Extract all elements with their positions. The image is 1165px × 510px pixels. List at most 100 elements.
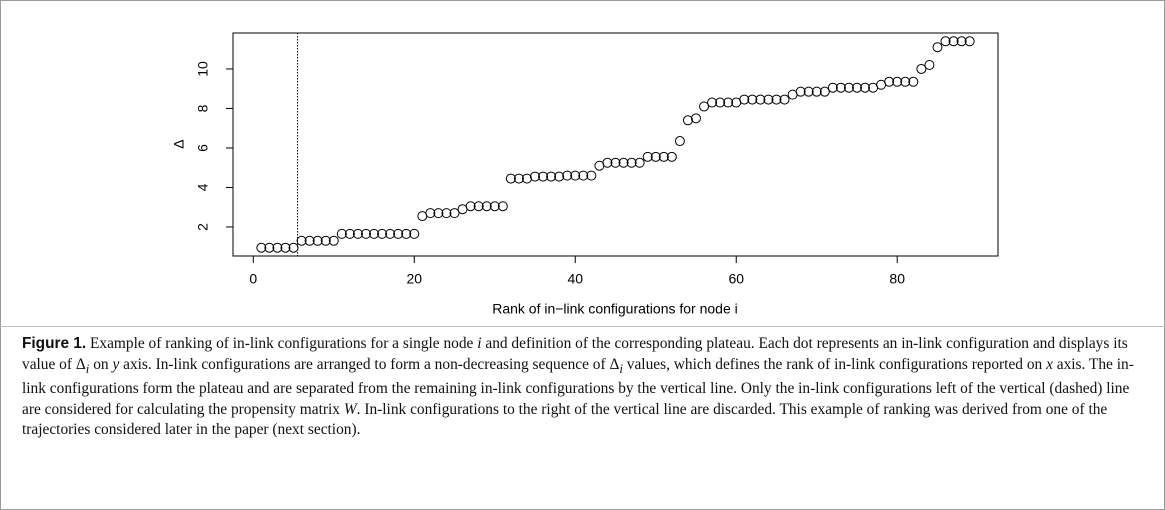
point — [699, 101, 710, 112]
x-axis-label: Rank of in−link configurations for node … — [492, 301, 738, 317]
point — [964, 36, 975, 47]
point — [513, 173, 524, 184]
point — [465, 201, 476, 212]
point — [940, 36, 951, 47]
point — [570, 170, 581, 181]
caption-symbol: Δ — [75, 355, 86, 373]
point — [393, 228, 404, 239]
caption-text: . In-link configurations to the right of… — [22, 400, 1108, 439]
y-tick-label: 10 — [195, 61, 211, 77]
point — [441, 208, 452, 219]
point — [795, 86, 806, 97]
chart: Rank of in−link configurations for node … — [171, 32, 999, 317]
x-tick-label: 60 — [728, 271, 744, 287]
caption-subscript: i — [85, 361, 90, 376]
point — [682, 115, 693, 126]
y-tick-label: 2 — [195, 223, 211, 231]
x-tick-label: 20 — [406, 271, 422, 287]
caption-text: and definition of the corresponding plat… — [22, 335, 1128, 373]
point — [489, 201, 500, 212]
point — [336, 228, 347, 239]
point — [554, 171, 565, 182]
point — [385, 228, 396, 239]
point — [771, 94, 782, 105]
caption-italic: x — [1046, 355, 1053, 373]
point — [481, 201, 492, 212]
point — [892, 76, 903, 87]
point — [618, 157, 629, 168]
point — [674, 136, 685, 147]
point — [932, 42, 943, 53]
point — [763, 94, 774, 105]
point — [715, 97, 726, 108]
caption-text: axis. The in-link configurations form th… — [22, 355, 1134, 418]
point — [779, 94, 790, 105]
point — [819, 86, 830, 97]
caption-label: Figure 1. — [22, 335, 87, 352]
point — [642, 151, 653, 162]
point — [521, 173, 532, 184]
point — [843, 82, 854, 93]
point — [562, 170, 573, 181]
point — [578, 170, 589, 181]
point — [256, 242, 267, 253]
point — [312, 235, 323, 246]
caption-text: values, which defines the rank of in-lin… — [622, 355, 1047, 373]
y-tick-label: 6 — [195, 144, 211, 152]
caption-italic: i — [477, 335, 482, 352]
caption-text: Example of ranking of in-link configurat… — [90, 335, 478, 352]
point — [360, 228, 371, 239]
point — [610, 157, 621, 168]
point — [739, 94, 750, 105]
point — [908, 76, 919, 87]
point — [924, 59, 935, 70]
point — [352, 228, 363, 239]
x-tick-label: 0 — [249, 271, 257, 287]
point — [707, 97, 718, 108]
point — [666, 151, 677, 162]
point — [956, 36, 967, 47]
caption-subscript: i — [619, 361, 623, 376]
point — [900, 76, 911, 87]
y-axis-label: Δ — [171, 139, 187, 148]
point — [650, 151, 661, 162]
point — [803, 86, 814, 97]
point — [497, 201, 508, 212]
point — [433, 208, 444, 219]
point — [320, 235, 331, 246]
point — [401, 228, 412, 239]
point — [328, 235, 339, 246]
caption-italic: W — [343, 400, 357, 418]
point — [634, 157, 645, 168]
y-tick-label: 4 — [195, 183, 211, 191]
point — [755, 94, 766, 105]
point — [747, 94, 758, 105]
point — [272, 242, 283, 253]
point — [344, 228, 355, 239]
point — [884, 76, 895, 87]
point — [851, 82, 862, 93]
point — [811, 86, 822, 97]
caption-text: on — [89, 355, 113, 373]
caption-symbol: Δ — [609, 355, 620, 373]
point — [409, 228, 420, 239]
point — [916, 63, 927, 74]
point — [369, 228, 380, 239]
point — [546, 171, 557, 182]
point — [264, 242, 275, 253]
point — [602, 157, 613, 168]
point — [473, 201, 484, 212]
point — [690, 113, 701, 124]
point — [280, 242, 291, 253]
divider — [0, 326, 1165, 327]
point — [658, 151, 669, 162]
caption-text: axis. In-link configurations are arrange… — [119, 355, 610, 373]
point — [723, 97, 734, 108]
point — [835, 82, 846, 93]
x-tick-label: 80 — [889, 271, 905, 287]
plot-box — [232, 32, 999, 257]
point — [827, 82, 838, 93]
point — [505, 173, 516, 184]
point — [288, 242, 299, 253]
point — [296, 235, 307, 246]
